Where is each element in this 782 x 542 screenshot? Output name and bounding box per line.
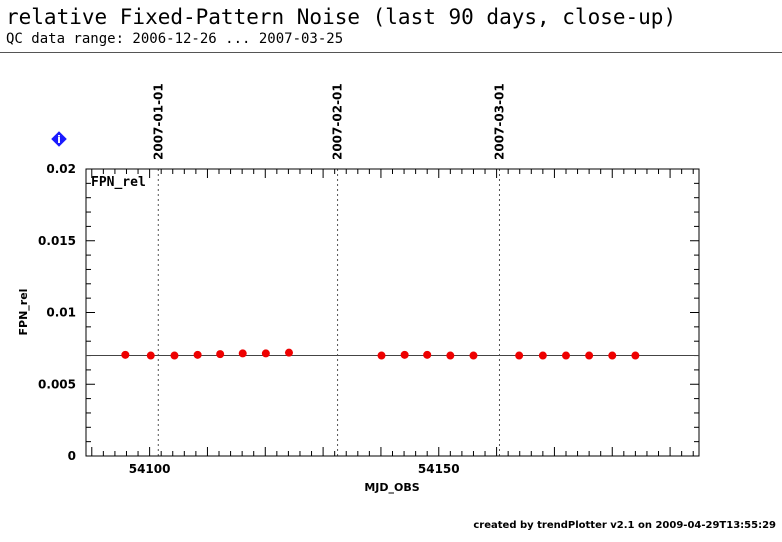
info-marker-label: i <box>57 133 61 146</box>
y-tick-label: 0.005 <box>38 377 76 391</box>
data-point <box>377 351 386 360</box>
data-point <box>121 350 130 359</box>
data-point <box>608 351 617 360</box>
data-point <box>400 350 409 359</box>
month-marker-label: 2007-01-01 <box>151 83 165 160</box>
y-axis-title: FPN_rel <box>17 289 30 336</box>
data-point <box>538 351 547 360</box>
creator-credit: created by trendPlotter v2.1 on 2009-04-… <box>473 520 776 531</box>
y-axis: 0 0.005 0.01 0.015 0.02 <box>38 162 699 463</box>
x-axis: 54100 54150 <box>91 169 694 476</box>
y-tick-label: 0.01 <box>46 306 76 320</box>
data-point <box>631 351 640 360</box>
data-point <box>146 351 155 360</box>
data-point <box>238 349 247 358</box>
header-divider <box>0 52 782 53</box>
data-point <box>216 350 225 359</box>
x-axis-title: MJD_OBS <box>364 481 419 494</box>
data-point <box>469 351 478 360</box>
plot-frame <box>85 168 700 457</box>
month-marker-label: 2007-03-01 <box>492 83 506 160</box>
info-marker[interactable]: i <box>51 131 67 147</box>
y-tick-label: 0.02 <box>46 162 76 176</box>
x-tick-label: 54100 <box>129 462 171 476</box>
info-diamond-icon[interactable] <box>51 131 67 147</box>
data-point <box>446 351 455 360</box>
data-points <box>121 348 640 360</box>
y-tick-label: 0.015 <box>38 234 76 248</box>
data-point <box>284 348 293 357</box>
data-point <box>561 351 570 360</box>
data-point <box>585 351 594 360</box>
data-point <box>170 351 179 360</box>
data-range-subtitle: QC data range: 2006-12-26 ... 2007-03-25 <box>6 31 344 47</box>
data-point <box>261 349 270 358</box>
x-tick-label: 54150 <box>418 462 460 476</box>
page-title: relative Fixed-Pattern Noise (last 90 da… <box>6 5 677 29</box>
data-point <box>515 351 524 360</box>
data-point <box>193 350 202 359</box>
data-point <box>423 350 432 359</box>
month-marker-label: 2007-02-01 <box>331 83 345 160</box>
y-tick-label: 0 <box>68 449 76 463</box>
panel-label: FPN_rel <box>91 175 146 190</box>
month-markers: 2007-01-01 2007-02-01 2007-03-01 <box>151 83 506 456</box>
